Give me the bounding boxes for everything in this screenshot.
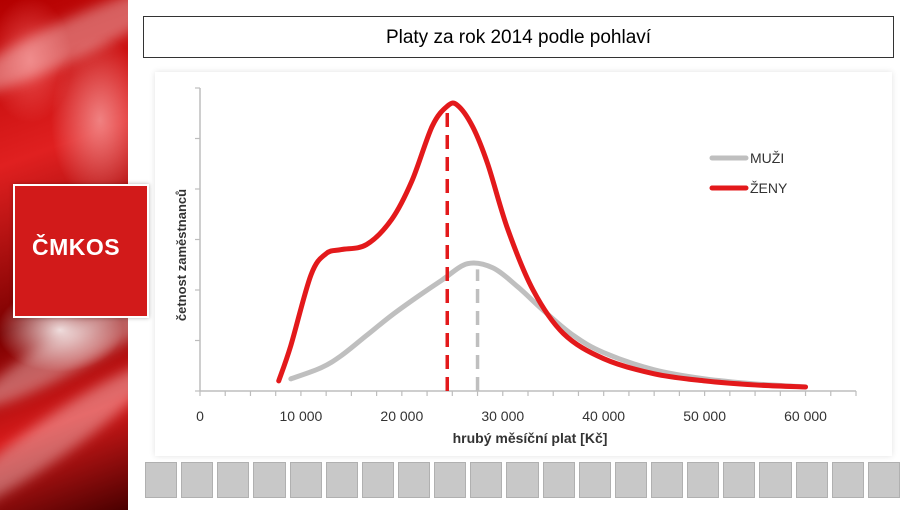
partner-logo-icon bbox=[253, 462, 285, 498]
partner-logo-icon bbox=[796, 462, 828, 498]
x-tick-label: 60 000 bbox=[784, 408, 827, 424]
series-line-men bbox=[291, 263, 806, 387]
legend-label: MUŽI bbox=[750, 150, 784, 166]
partner-logo-icon bbox=[615, 462, 647, 498]
partner-logo-icon bbox=[832, 462, 864, 498]
partner-logo-icon bbox=[868, 462, 900, 498]
partner-logo-icon bbox=[543, 462, 575, 498]
partner-logo-icon bbox=[398, 462, 430, 498]
partner-logo-icon bbox=[217, 462, 249, 498]
partner-logo-icon bbox=[470, 462, 502, 498]
partner-logo-icon bbox=[723, 462, 755, 498]
x-tick-label: 30 000 bbox=[481, 408, 524, 424]
legend-label: ŽENY bbox=[750, 180, 788, 196]
partner-logo-icon bbox=[687, 462, 719, 498]
y-axis-label: četnost zaměstnanců bbox=[174, 189, 189, 321]
x-tick-label: 10 000 bbox=[280, 408, 323, 424]
partner-logo-icon bbox=[326, 462, 358, 498]
x-tick-label: 40 000 bbox=[582, 408, 625, 424]
x-tick-label: 20 000 bbox=[380, 408, 423, 424]
partner-logo-icon bbox=[506, 462, 538, 498]
partner-logo-icon bbox=[434, 462, 466, 498]
x-tick-label: 0 bbox=[196, 408, 204, 424]
partner-logos-strip bbox=[145, 462, 900, 500]
partner-logo-icon bbox=[181, 462, 213, 498]
x-tick-label: 50 000 bbox=[683, 408, 726, 424]
partner-logo-icon bbox=[145, 462, 177, 498]
partner-logo-icon bbox=[362, 462, 394, 498]
partner-logo-icon bbox=[759, 462, 791, 498]
partner-logo-icon bbox=[651, 462, 683, 498]
partner-logo-icon bbox=[579, 462, 611, 498]
x-axis-label: hrubý měsíční plat [Kč] bbox=[453, 430, 608, 446]
partner-logo-icon bbox=[290, 462, 322, 498]
salary-distribution-chart: 0 10 000 20 000 30 000 40 000 50 000 60 000 MU… bbox=[0, 0, 907, 510]
